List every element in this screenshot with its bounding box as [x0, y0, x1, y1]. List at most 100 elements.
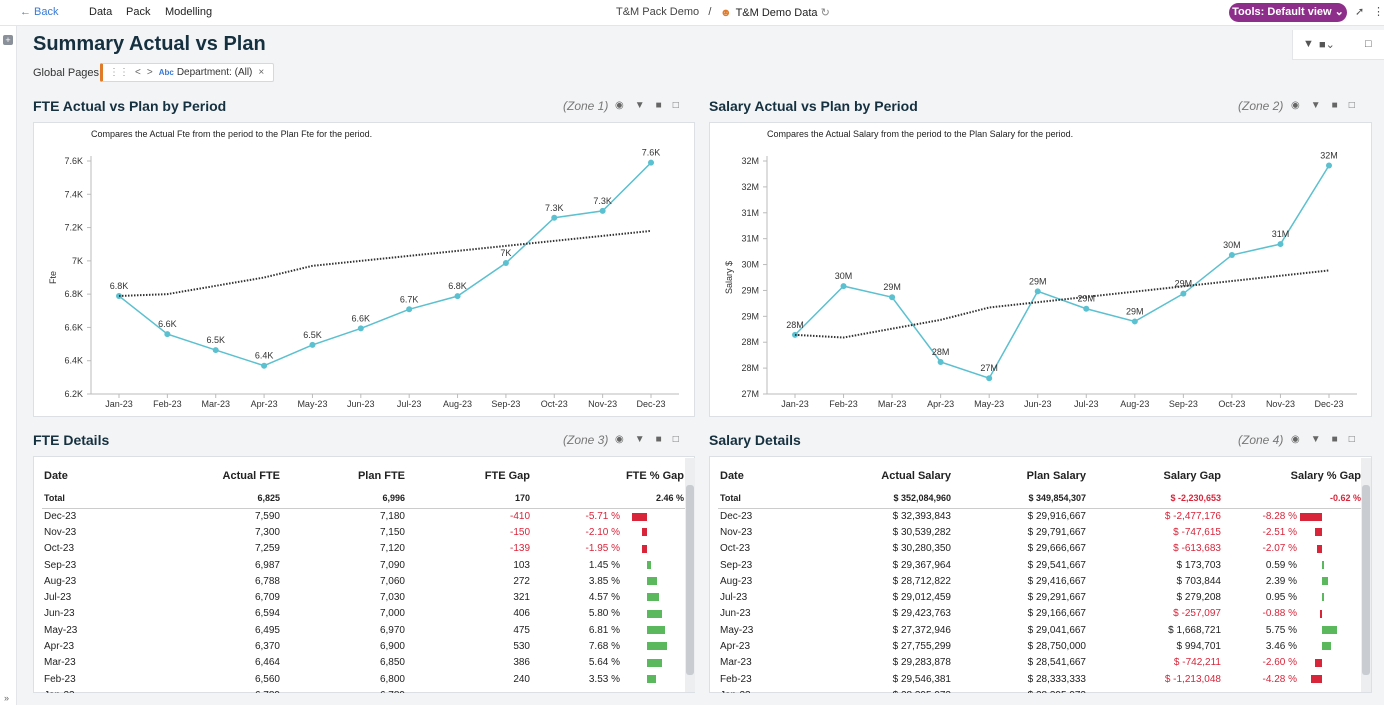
column-header[interactable]: Plan Salary [1026, 470, 1086, 482]
comment-icon[interactable]: ■ [655, 100, 662, 111]
export-icon[interactable]: □ [1365, 38, 1372, 50]
table-row[interactable]: May-23 $ 27,372,946 $ 29,041,667 $ 1,668,72… [718, 622, 1363, 638]
filter-icon[interactable]: ▼ [1310, 434, 1321, 445]
pin-icon[interactable]: ➚ [1355, 6, 1365, 18]
expand-chevron-icon[interactable]: » [4, 693, 10, 703]
clear-filter-icon[interactable]: × [258, 67, 265, 78]
column-header[interactable]: Actual Salary [881, 470, 951, 482]
table-row[interactable]: Sep-23 $ 29,367,964 $ 29,541,667 $ 173,703 0… [718, 557, 1363, 573]
table-row[interactable]: Jul-23 $ 29,012,459 $ 29,291,667 $ 279,208 0… [718, 589, 1363, 605]
department-filter[interactable]: ⋮⋮ < > Abc Department: (All) × [100, 63, 274, 82]
table-row[interactable]: Oct-23 7,259 7,120 -139 -1.95 % [42, 541, 686, 557]
data-label: 6.4K [255, 351, 274, 361]
table-row[interactable]: Feb-23 $ 29,546,381 $ 28,333,333 $ -1,213,0… [718, 671, 1363, 687]
column-header[interactable]: Actual FTE [222, 470, 280, 482]
actual-cell: 6,709 [254, 592, 280, 604]
palette-icon[interactable]: ◉ [1291, 100, 1300, 111]
pct-gap-value: 6.81 % [588, 624, 620, 636]
column-header[interactable]: Date [720, 470, 744, 482]
column-header[interactable]: Plan FTE [357, 470, 405, 482]
plan-cell: $ 29,291,667 [1027, 592, 1086, 604]
filter-icon[interactable]: ▼ [634, 434, 645, 445]
actual-cell: $ 27,372,946 [892, 624, 951, 636]
gap-cell: $ -742,211 [1173, 657, 1221, 669]
tools-view-button[interactable]: Tools: Default view ⌄ [1229, 3, 1347, 22]
column-header[interactable]: Salary % Gap [1290, 470, 1361, 482]
table-row[interactable]: Nov-23 7,300 7,150 -150 -2.10 % [42, 524, 686, 540]
menu-data[interactable]: Data [89, 6, 113, 18]
plan-cell: 7,150 [379, 526, 405, 538]
comment-icon[interactable]: ■ [1331, 434, 1338, 445]
export-icon[interactable]: □ [1348, 100, 1355, 111]
table-row[interactable]: Dec-23 7,590 7,180 -410 -5.71 % [42, 508, 686, 524]
table-row[interactable]: Mar-23 $ 29,283,878 $ 28,541,667 $ -742,211… [718, 655, 1363, 671]
vertical-scrollbar[interactable] [686, 485, 694, 675]
filter-icon[interactable]: ▼ [1310, 100, 1321, 111]
menu-pack[interactable]: Pack [126, 6, 151, 18]
comment-icon[interactable]: ■ [655, 434, 662, 445]
filter-icon[interactable]: ▼ [1303, 38, 1314, 50]
plan-cell: $ 28,395,973 [953, 687, 1088, 693]
drag-handle-icon[interactable]: ⋮⋮ [109, 67, 129, 78]
table-row[interactable]: Apr-23 $ 27,755,299 $ 28,750,000 $ 994,701 3… [718, 638, 1363, 654]
actual-cell: $ 28,712,822 [892, 575, 951, 587]
pct-gap-cell: -0.88 % [1223, 606, 1363, 622]
comment-icon[interactable]: ■⌄ [1319, 39, 1335, 51]
palette-icon[interactable]: ◉ [1291, 434, 1300, 445]
gap-bar [647, 658, 662, 667]
column-header[interactable]: FTE % Gap [625, 470, 684, 482]
back-link[interactable]: ← Back [20, 6, 59, 18]
breadcrumb-data[interactable]: ☻ T&M Demo Data ↻ [720, 6, 830, 19]
total-cell: -0.62 % [1223, 488, 1363, 509]
table-row[interactable]: Sep-23 6,987 7,090 103 1.45 % [42, 557, 686, 573]
table-row[interactable]: Mar-23 6,464 6,850 386 5.64 % [42, 655, 686, 671]
next-icon[interactable]: > [146, 67, 153, 78]
table-row[interactable]: Dec-23 $ 32,393,843 $ 29,916,667 $ -2,477,1… [718, 508, 1363, 524]
table-row[interactable]: Aug-23 $ 28,712,822 $ 29,416,667 $ 703,844 2… [718, 573, 1363, 589]
data-label: 28M [932, 347, 950, 357]
filter-icon[interactable]: ▼ [634, 100, 645, 111]
gap-bar [1322, 560, 1324, 569]
gap-cell: 272 [513, 575, 530, 587]
x-tick-label: Jun-23 [1024, 399, 1052, 409]
breadcrumb-pack[interactable]: T&M Pack Demo [616, 6, 700, 18]
export-icon[interactable]: □ [672, 434, 679, 445]
data-label: 27M [980, 363, 998, 373]
palette-icon[interactable]: ◉ [615, 434, 624, 445]
menu-modelling[interactable]: Modelling [165, 6, 213, 18]
table-row[interactable]: May-23 6,495 6,970 475 6.81 % [42, 622, 686, 638]
plan-cell: 6,850 [379, 657, 405, 669]
prev-icon[interactable]: < [135, 67, 141, 78]
pct-gap-cell: 5.64 % [532, 655, 686, 671]
table-row[interactable]: Feb-23 6,560 6,800 240 3.53 % [42, 671, 686, 687]
comment-icon[interactable]: ■ [1331, 100, 1338, 111]
table-row[interactable]: Apr-23 6,370 6,900 530 7.68 % [42, 638, 686, 654]
export-icon[interactable]: □ [1348, 434, 1355, 445]
export-icon[interactable]: □ [672, 100, 679, 111]
table-row[interactable]: Nov-23 $ 30,539,282 $ 29,791,667 $ -747,615… [718, 524, 1363, 540]
column-header[interactable]: FTE Gap [484, 470, 530, 482]
gap-bar [1319, 609, 1322, 618]
plan-cell: $ 29,916,667 [1027, 510, 1086, 522]
table-row[interactable]: Oct-23 $ 30,280,350 $ 29,666,667 $ -613,683… [718, 541, 1363, 557]
salary-chart-panel: Compares the Actual Salary from the peri… [709, 122, 1372, 417]
table-row[interactable]: Jun-23 $ 29,423,763 $ 29,166,667 $ -257,097… [718, 606, 1363, 622]
y-tick-label: 7K [72, 256, 83, 266]
date-cell: Apr-23 [720, 641, 751, 653]
table-row[interactable]: Jul-23 6,709 7,030 321 4.57 % [42, 589, 686, 605]
table-row[interactable]: Aug-23 6,788 7,060 272 3.85 % [42, 573, 686, 589]
vertical-scrollbar[interactable] [1362, 485, 1370, 675]
plan-cell: $ 29,666,667 [1027, 543, 1086, 555]
column-header[interactable]: Salary Gap [1163, 470, 1221, 482]
plan-cell: 7,180 [379, 510, 405, 522]
table-row[interactable]: Jan-236,7896,789 [42, 687, 686, 693]
data-label: 6.5K [206, 335, 225, 345]
refresh-icon[interactable]: ↻ [820, 7, 830, 19]
table-row[interactable]: Jan-23$ 28,395,973$ 28,395,973 [718, 687, 1363, 693]
palette-icon[interactable]: ◉ [615, 100, 624, 111]
table-row[interactable]: Jun-23 6,594 7,000 406 5.80 % [42, 606, 686, 622]
total-cell: $ -2,230,653 [1088, 488, 1223, 509]
add-icon[interactable]: + [3, 35, 13, 45]
column-header[interactable]: Date [44, 470, 68, 482]
more-icon[interactable]: ⋮ [1373, 6, 1384, 18]
